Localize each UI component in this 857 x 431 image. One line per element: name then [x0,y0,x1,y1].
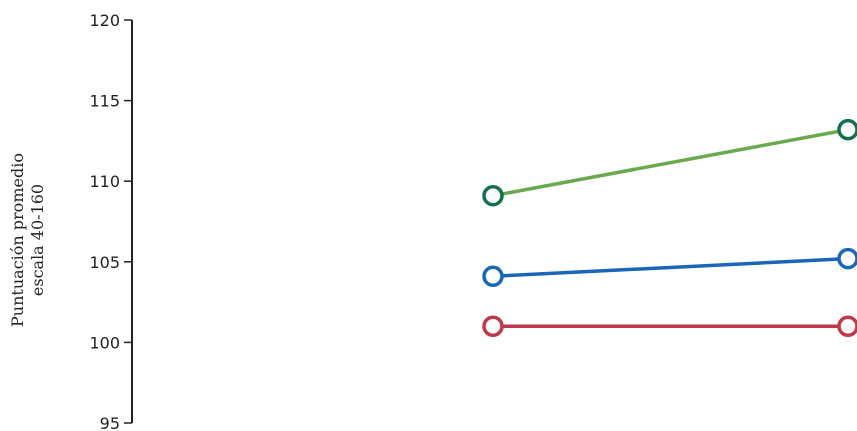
y-axis-label-line-1: Puntuación promedio [8,153,27,327]
y-tick-label: 95 [100,414,120,431]
data-point [482,315,504,338]
y-tick-label: 105 [89,253,120,272]
series-1 [482,118,857,207]
series-line [492,127,849,198]
series-line [492,256,849,279]
data-point [837,118,857,141]
y-tick-label: 120 [89,11,120,30]
series-2 [482,247,857,288]
data-point [837,315,857,338]
data-point [837,247,857,270]
data-point [482,184,504,207]
y-tick-label: 115 [89,92,120,111]
y-tick-label: 110 [89,172,120,191]
y-axis-label: Puntuación promedio escala 40-160 [8,153,47,327]
y-axis-label-line-2: escala 40-160 [28,184,47,296]
y-tick-label: 100 [89,333,120,352]
series-3 [482,315,857,338]
data-point [482,265,504,288]
